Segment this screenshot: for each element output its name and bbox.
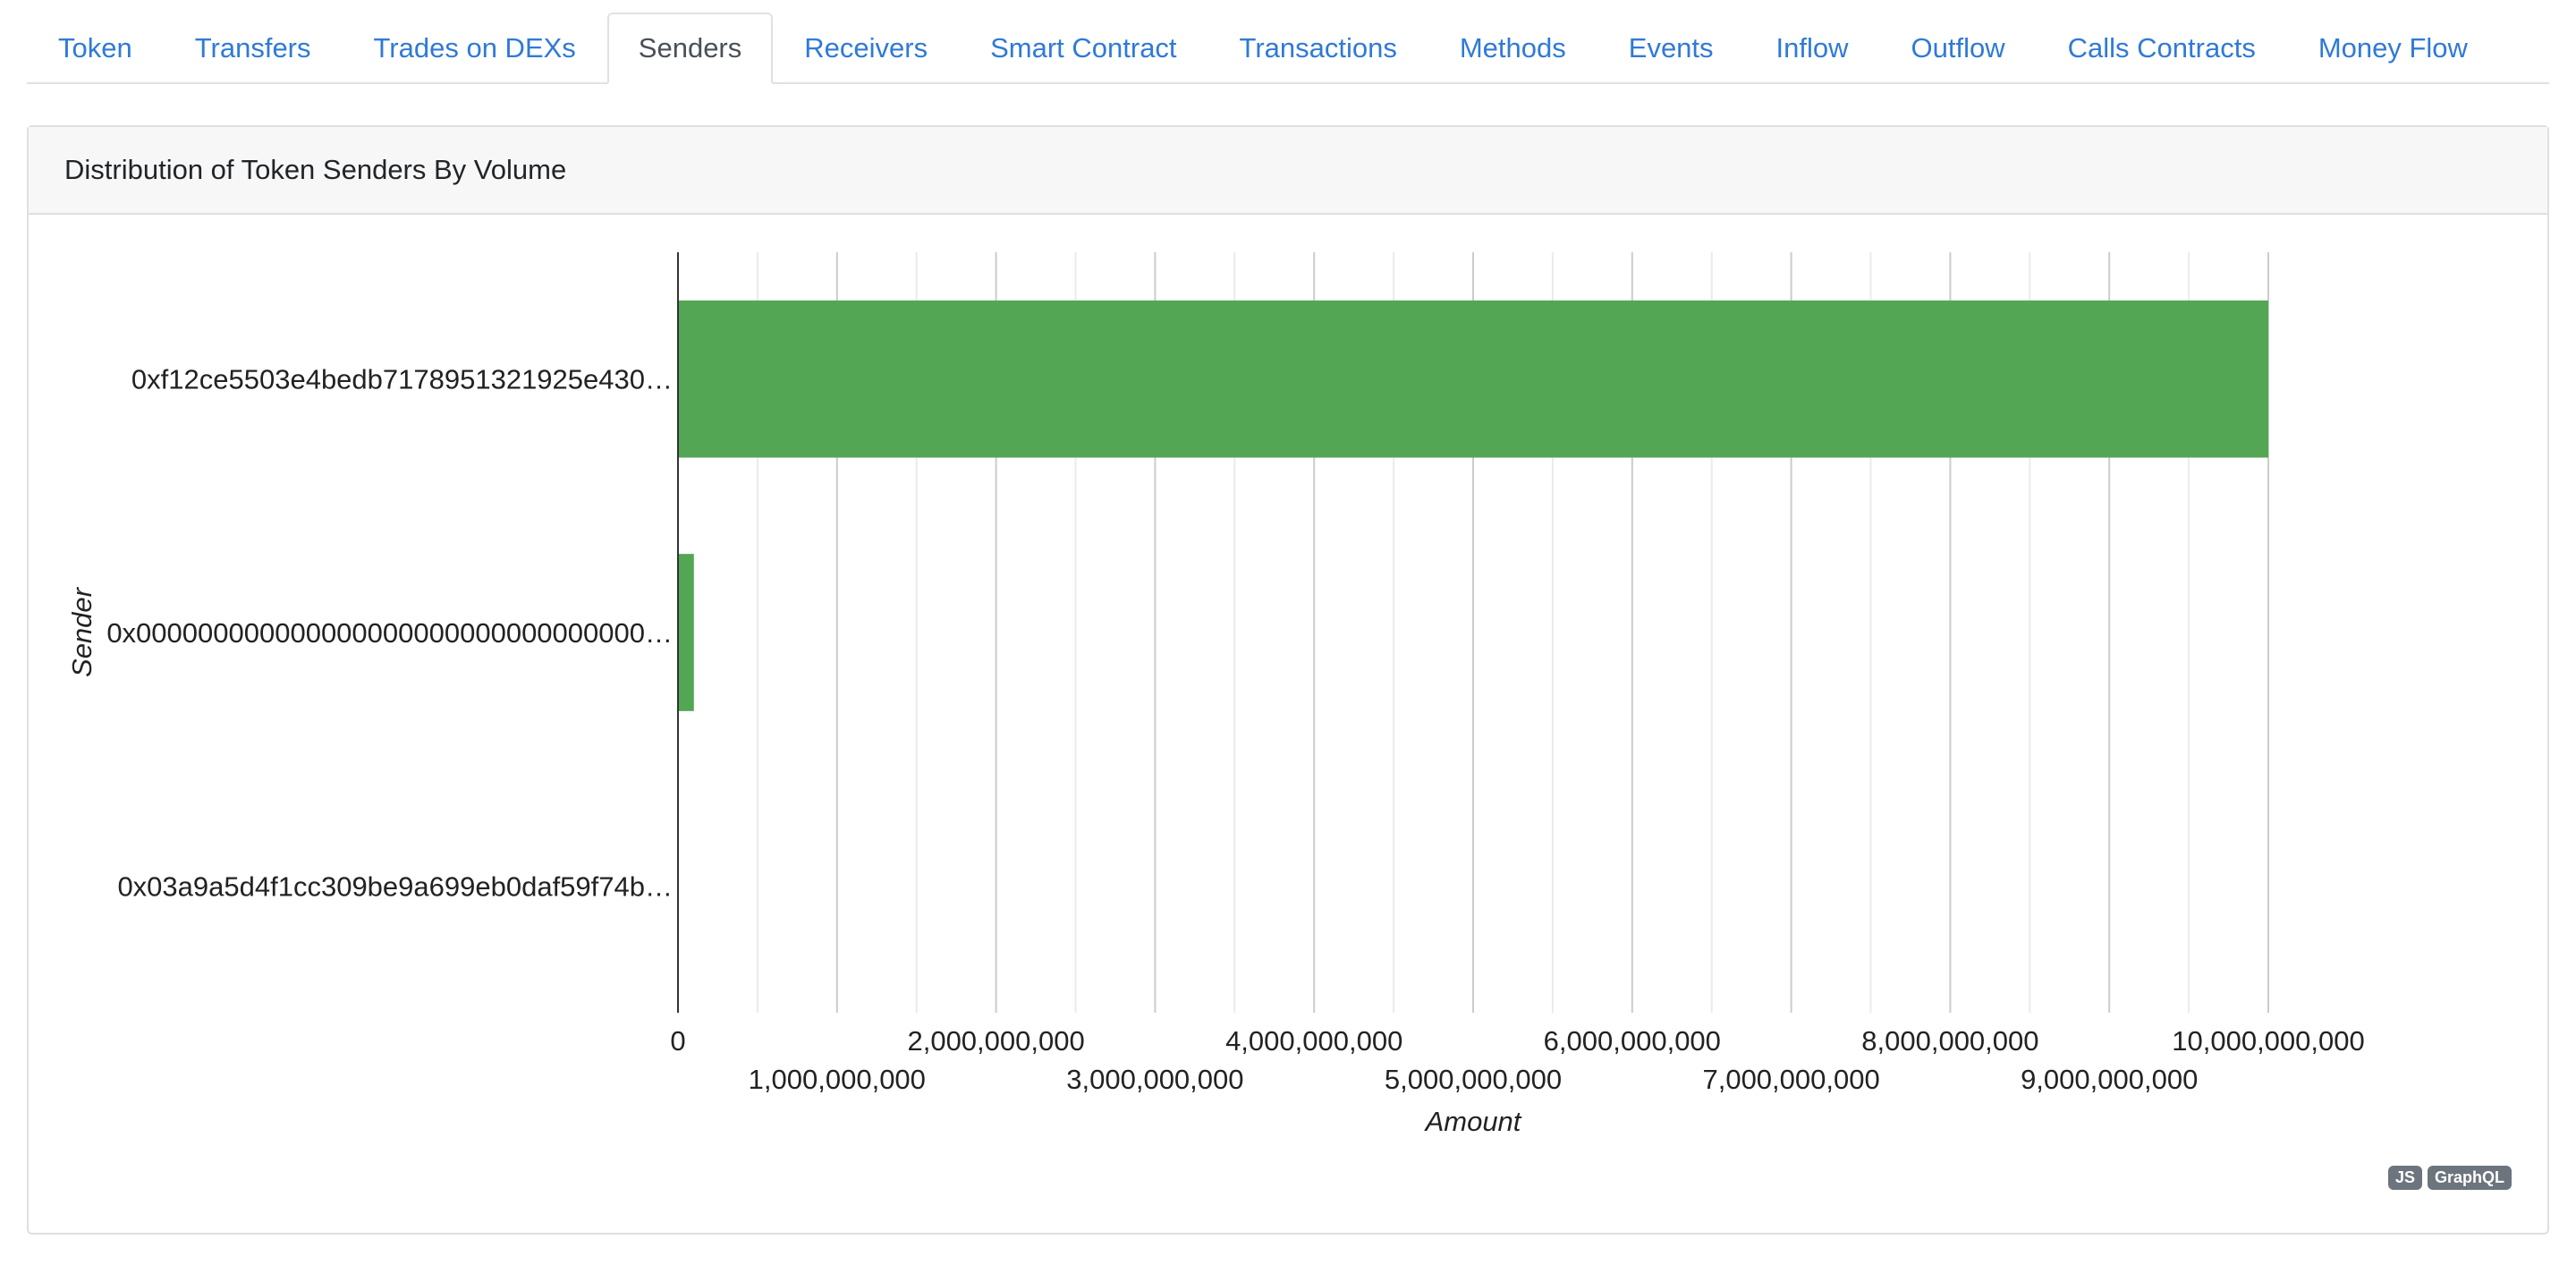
tab-smart-contract[interactable]: Smart Contract (990, 32, 1177, 64)
senders-bar-chart: 0xf12ce5503e4bedb7178951321925e430… 0x000… (66, 252, 2365, 1137)
x-tick-label: 5,000,000,000 (1385, 1064, 1562, 1095)
bar (678, 300, 2268, 458)
x-tick-label: 2,000,000,000 (907, 1025, 1084, 1057)
x-tick-label: 9,000,000,000 (2021, 1064, 2198, 1095)
x-tick-label: 8,000,000,000 (1861, 1025, 2038, 1057)
tab-transfers[interactable]: Transfers (194, 32, 311, 64)
tab-transactions[interactable]: Transactions (1239, 32, 1397, 64)
tab-events[interactable]: Events (1628, 32, 1714, 64)
x-tick-label: 3,000,000,000 (1066, 1064, 1243, 1095)
bar (678, 554, 694, 711)
card-title: Distribution of Token Senders By Volume (64, 154, 567, 185)
tab-receivers[interactable]: Receivers (804, 32, 928, 64)
badge-group: JS GraphQL (2387, 1166, 2512, 1190)
x-axis-title: Amount (1424, 1106, 1522, 1137)
x-tick-label: 6,000,000,000 (1544, 1025, 1721, 1057)
y-tick-label: 0x000000000000000000000000000000000… (106, 617, 673, 649)
tab-outflow[interactable]: Outflow (1911, 32, 2005, 64)
graphql-badge[interactable]: GraphQL (2427, 1166, 2512, 1190)
tab-bar: Token Transfers Trades on DEXs Senders Recei… (27, 0, 2549, 84)
x-tick-label: 4,000,000,000 (1225, 1025, 1402, 1057)
tab-money-flow[interactable]: Money Flow (2318, 32, 2468, 64)
tab-calls-contracts[interactable]: Calls Contracts (2067, 32, 2256, 64)
tab-trades-on-dexs[interactable]: Trades on DEXs (373, 32, 576, 64)
x-tick-label: 1,000,000,000 (749, 1064, 926, 1095)
x-tick-label: 0 (670, 1025, 685, 1057)
card-header: Distribution of Token Senders By Volume (29, 127, 2547, 215)
y-tick-label: 0x03a9a5d4f1cc309be9a699eb0daf59f74b… (117, 870, 673, 902)
y-axis-title: Sender (66, 586, 97, 677)
chart-card: Distribution of Token Senders By Volume … (27, 125, 2549, 1235)
tab-token[interactable]: Token (58, 32, 132, 64)
js-badge[interactable]: JS (2387, 1166, 2422, 1190)
x-tick-label: 10,000,000,000 (2172, 1025, 2365, 1057)
tab-methods[interactable]: Methods (1459, 32, 1566, 64)
tab-senders[interactable]: Senders (606, 13, 774, 84)
x-tick-label: 7,000,000,000 (1702, 1064, 1879, 1095)
y-tick-label: 0xf12ce5503e4bedb7178951321925e430… (131, 364, 673, 395)
tab-inflow[interactable]: Inflow (1775, 32, 1849, 64)
